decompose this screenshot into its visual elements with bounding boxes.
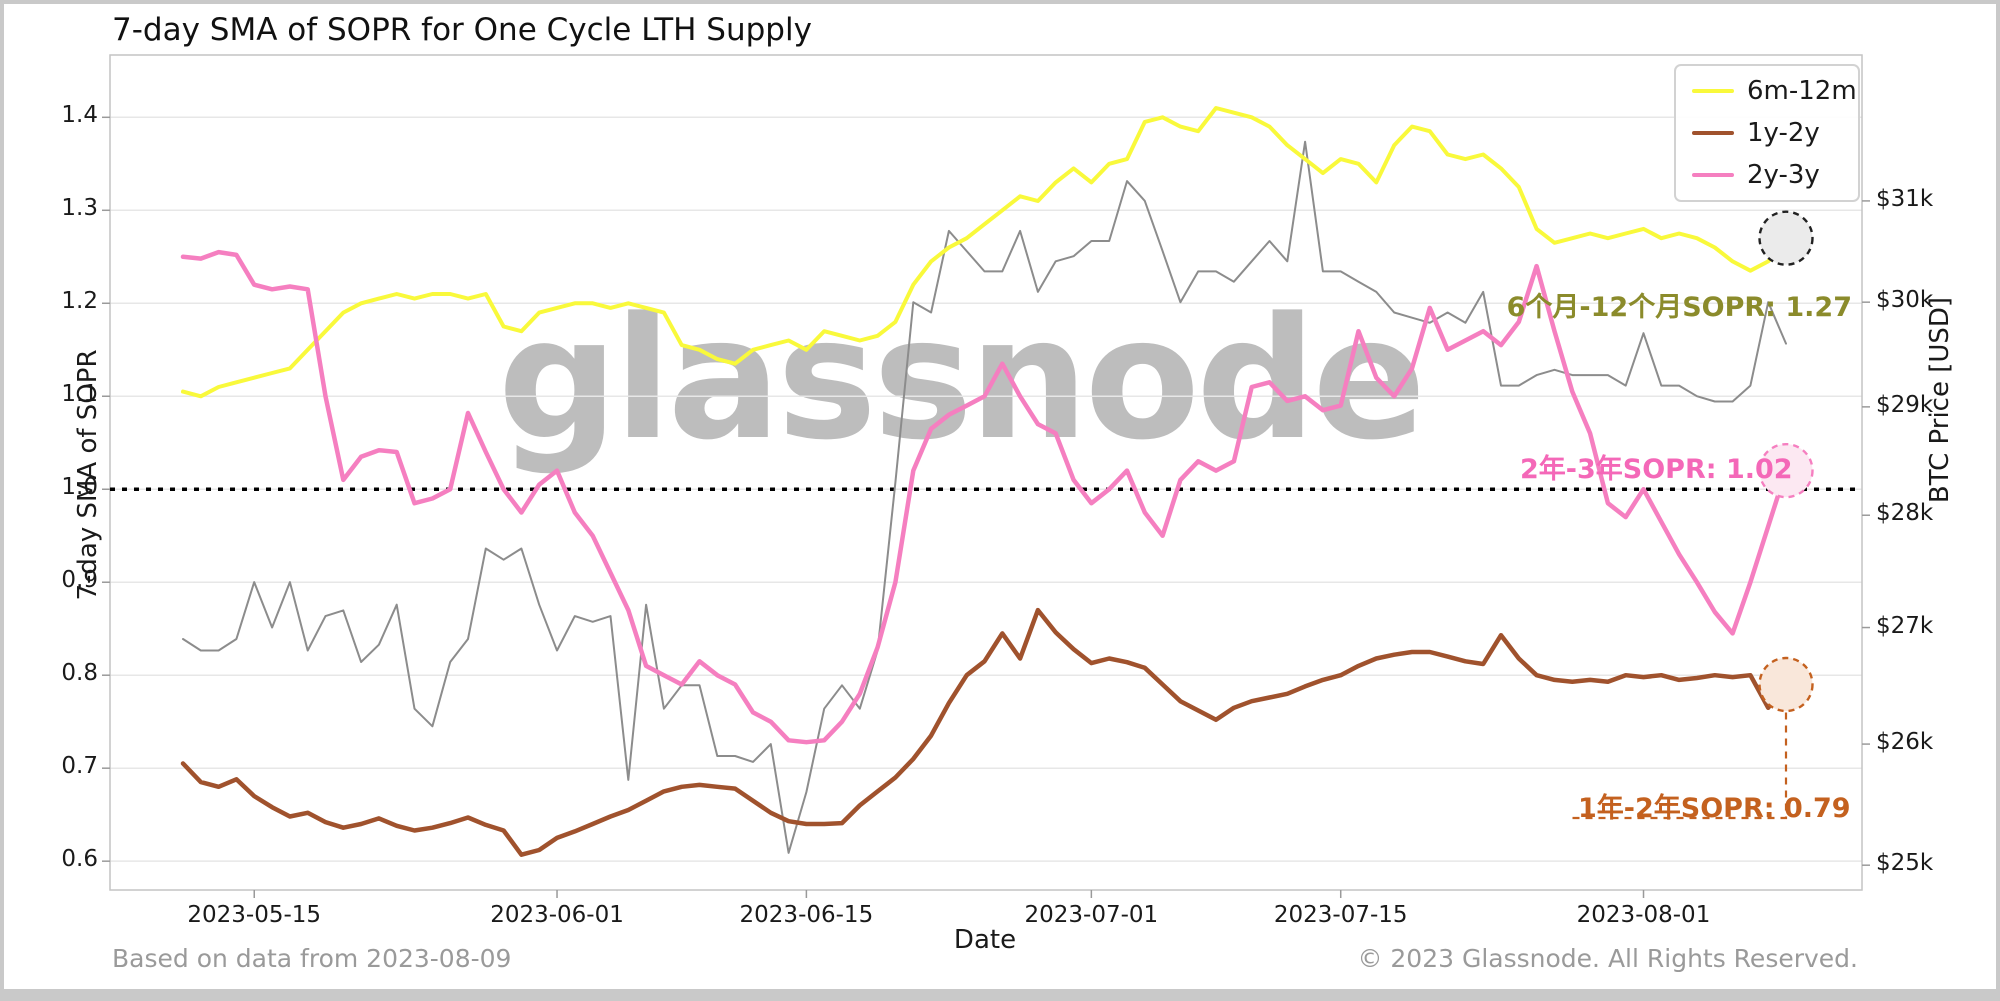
series-1y-2y (180, 607, 1789, 857)
x-axis-tick-label: 2023-07-01 (1024, 902, 1159, 928)
right-axis-tick-label: $25k (1876, 850, 1934, 877)
x-axis-tick-label: 2023-06-15 (739, 902, 874, 928)
series-6m-12m (181, 106, 1788, 399)
left-axis-tick-label: 1.4 (61, 102, 98, 129)
legend-label: 6m-12m (1747, 76, 1857, 106)
x-axis-tick-label: 2023-06-01 (490, 902, 624, 928)
legend-swatch-icon (1692, 131, 1734, 135)
right-axis-tick-label: $30k (1876, 287, 1934, 314)
legend-label: 2y-3y (1747, 160, 1820, 190)
legend: 6m-12m 1y-2y 2y-3y (1674, 64, 1860, 202)
glassnode-watermark: glassnode (497, 281, 1426, 477)
legend-swatch-icon (1692, 173, 1734, 177)
end-marker-1y-2y (1758, 656, 1814, 713)
legend-item-1y-2y[interactable]: 1y-2y (1676, 118, 1858, 148)
right-axis-tick-label: $28k (1876, 500, 1934, 527)
right-axis-tick-label: $29k (1876, 391, 1934, 418)
plot-border (109, 54, 1863, 891)
left-axis-tick-label: 0.8 (61, 660, 98, 687)
annotation-connector (1572, 712, 1788, 820)
right-axis-tick-label: $27k (1876, 612, 1934, 639)
right-axis-tick-label: $26k (1876, 729, 1934, 756)
end-marker-6m-12m (1758, 210, 1814, 266)
x-axis-tick-label: 2023-08-01 (1576, 902, 1711, 928)
annotation-1: 2年-3年SOPR: 1.02 (1520, 454, 1793, 485)
footer-data-note: Based on data from 2023-08-09 (112, 944, 512, 973)
chart-title: 7-day SMA of SOPR for One Cycle LTH Supp… (112, 12, 812, 48)
annotation-2: 1年-2年SOPR: 0.79 (1578, 793, 1851, 824)
left-axis-tick-label: 0.9 (61, 567, 98, 594)
left-axis-tick-label: 1.0 (61, 474, 98, 501)
left-axis-tick-label: 0.7 (61, 753, 98, 780)
x-axis-tick-label: 2023-07-15 (1273, 902, 1408, 928)
x-axis-title: Date (953, 925, 1017, 955)
series-btc-price-usd- (182, 140, 1787, 854)
legend-swatch-icon (1692, 89, 1734, 93)
legend-item-2y-3y[interactable]: 2y-3y (1676, 160, 1858, 190)
right-axis-tick-label: $31k (1876, 185, 1934, 212)
left-axis-tick-label: 1.1 (61, 381, 98, 408)
footer-copyright: © 2023 Glassnode. All Rights Reserved. (1357, 944, 1858, 973)
legend-label: 1y-2y (1747, 118, 1820, 148)
annotation-0: 6个月-12个月SOPR: 1.27 (1506, 292, 1852, 323)
left-axis-tick-label: 1.2 (61, 288, 98, 315)
series-2y-3y (180, 249, 1789, 745)
x-axis-tick-label: 2023-05-15 (187, 902, 322, 928)
legend-item-6m-12m[interactable]: 6m-12m (1676, 76, 1858, 106)
left-axis-tick-label: 1.3 (61, 195, 98, 222)
end-marker-2y-3y (1758, 442, 1814, 499)
left-axis-tick-label: 0.6 (61, 846, 98, 873)
